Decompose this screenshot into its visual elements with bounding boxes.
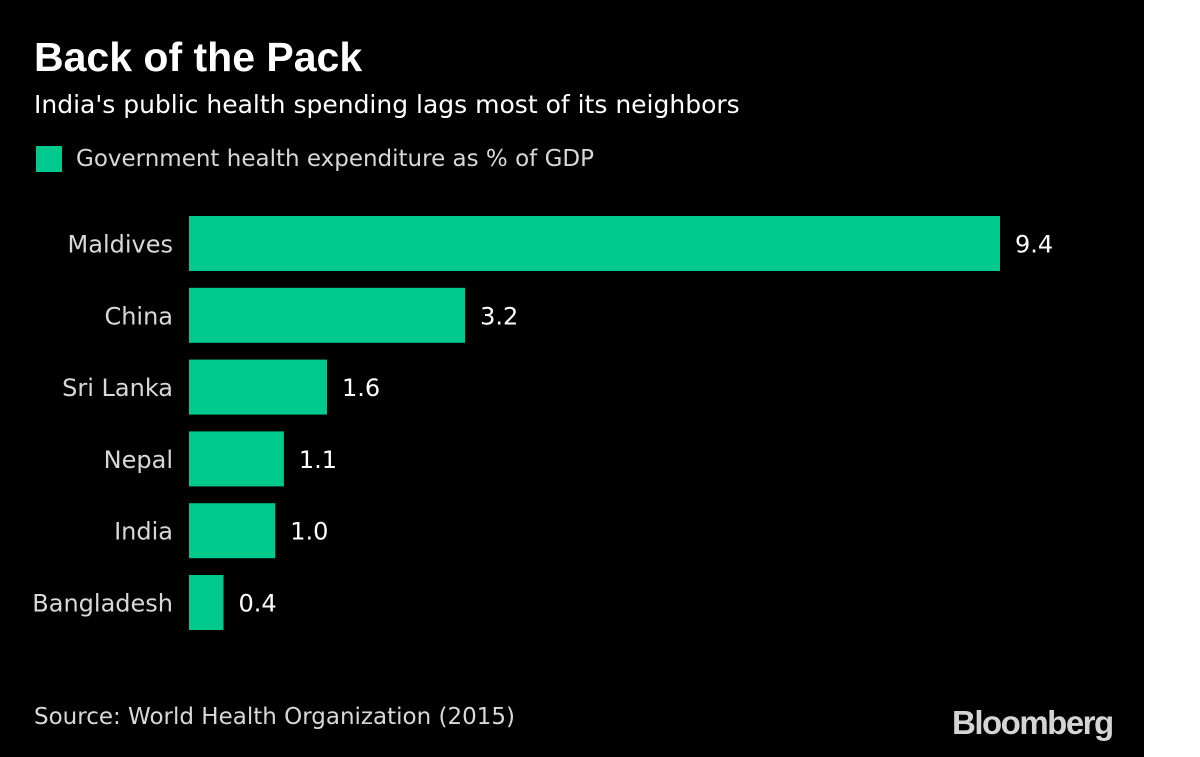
bar-chart: Maldives 9.4 China 3.2 Sri Lanka 1.6 Nepal 1.1 I… [32, 216, 1053, 630]
legend-label: Government health expenditure as % of GD… [76, 146, 594, 172]
category-label: Bangladesh [32, 590, 173, 618]
value-label: 1.6 [342, 374, 380, 402]
chart-subtitle: India's public health spending lags most… [34, 90, 740, 119]
chart-panel: Back of the Pack India's public health s… [0, 0, 1144, 757]
bar-bangladesh [189, 575, 224, 630]
bar-maldives [189, 216, 1000, 271]
category-label: India [114, 518, 173, 546]
bar-china [189, 287, 466, 343]
value-label: 0.4 [239, 590, 277, 618]
category-label: Nepal [104, 446, 173, 474]
value-label: 1.0 [290, 518, 328, 546]
legend-swatch [36, 146, 62, 172]
bar-sri-lanka [189, 359, 328, 415]
value-label: 1.1 [299, 446, 337, 474]
category-label: Maldives [68, 231, 173, 259]
legend: Government health expenditure as % of GD… [36, 146, 594, 172]
chart-title: Back of the Pack [34, 34, 363, 80]
bar-nepal [189, 431, 284, 487]
bloomberg-logo: Bloomberg [952, 704, 1114, 741]
bar-india [189, 503, 276, 559]
source-note: Source: World Health Organization (2015) [34, 704, 515, 730]
category-label: Sri Lanka [62, 374, 173, 402]
category-label: China [104, 302, 173, 330]
value-label: 3.2 [480, 302, 518, 330]
value-label: 9.4 [1015, 231, 1053, 259]
